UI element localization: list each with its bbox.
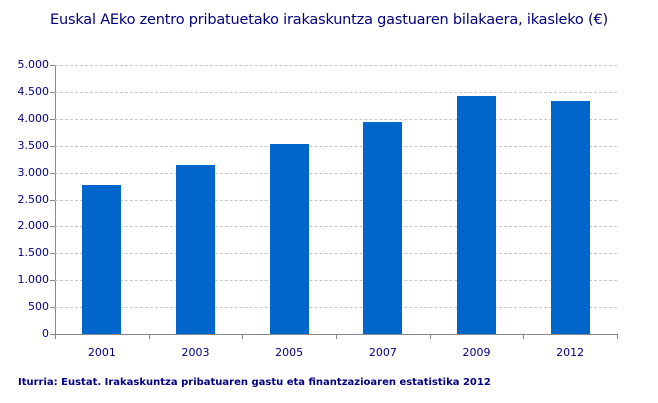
y-tick-label: 2.000 [17, 219, 50, 233]
y-tick-label: 5.000 [17, 58, 50, 71]
bar-2007 [363, 122, 403, 334]
gridline [55, 91, 617, 93]
y-tick-label: 3.500 [17, 138, 50, 152]
y-tick-label: 4.500 [17, 84, 50, 98]
gridline [55, 226, 617, 228]
gridline [55, 172, 617, 174]
bar-2012 [550, 101, 590, 334]
y-tick-label: 3.000 [17, 165, 50, 179]
bar-2009 [457, 96, 496, 334]
gridline [55, 65, 617, 66]
x-tick [336, 334, 337, 339]
source-note: Iturria: Eustat. Irakaskuntza pribatuare… [18, 377, 491, 388]
y-tick [50, 65, 55, 66]
y-tick [50, 172, 55, 174]
x-tick-label: 2001 [87, 346, 116, 359]
plot-area: 0 500 1.000 1.500 2.000 2.500 3.000 3.500 4.000 4… [18, 58, 618, 359]
bar-2005 [269, 144, 309, 334]
y-tick-label: 1.000 [17, 273, 50, 287]
x-tick [55, 334, 56, 339]
x-tick [617, 334, 618, 339]
y-tick [50, 145, 55, 147]
gridline [55, 199, 617, 201]
y-tick-label: 0 [42, 327, 49, 340]
x-tick-label: 2005 [275, 346, 304, 359]
y-tick-label: 4.000 [17, 111, 50, 125]
x-tick [429, 334, 431, 339]
gridline [55, 145, 617, 147]
y-tick [50, 334, 55, 335]
y-tick [50, 280, 55, 282]
x-tick [523, 334, 525, 339]
x-tick-label: 2009 [462, 346, 491, 359]
gridline [55, 280, 617, 282]
y-tick-label: 1.500 [17, 246, 50, 260]
gridline [55, 307, 617, 309]
x-tick [242, 334, 244, 339]
y-tick-label: 2.500 [17, 192, 50, 206]
gridline [55, 253, 617, 255]
x-tick-label: 2012 [556, 346, 585, 359]
y-tick [50, 91, 55, 93]
y-tick [50, 307, 55, 309]
y-tick [50, 199, 55, 201]
y-tick-label: 500 [28, 300, 49, 314]
y-tick [50, 253, 55, 255]
gridline [55, 118, 617, 120]
x-tick-label: 2003 [181, 346, 210, 359]
bar-2001 [82, 184, 122, 334]
chart-title: Euskal AEko zentro pribatuetako irakasku… [50, 12, 608, 28]
y-tick [50, 118, 55, 120]
x-tick-label: 2007 [368, 346, 397, 359]
x-tick [148, 334, 150, 339]
bar-2003 [176, 165, 215, 334]
y-tick [50, 226, 55, 228]
